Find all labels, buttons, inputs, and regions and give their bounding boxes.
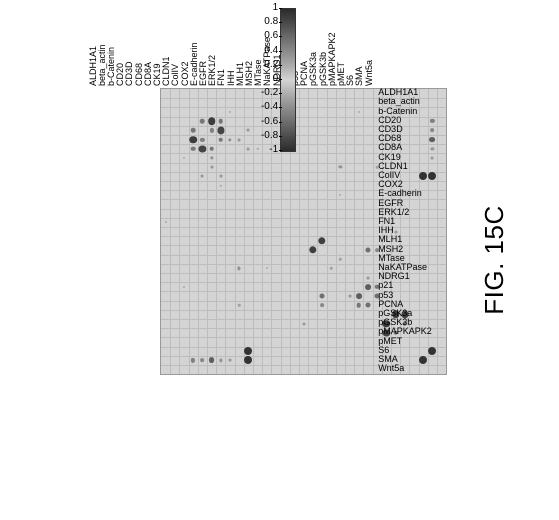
colorbar-tick: -0.8 xyxy=(261,131,278,141)
heatmap-dot xyxy=(330,267,333,270)
heatmap-dot xyxy=(247,129,250,132)
y-axis-label: pMAPKAPK2 xyxy=(378,327,432,336)
heatmap-dot xyxy=(183,157,185,159)
heatmap-dot xyxy=(229,111,231,113)
heatmap-dot xyxy=(238,267,241,270)
heatmap-dot xyxy=(209,146,214,151)
heatmap-dot xyxy=(191,358,195,362)
heatmap-dot xyxy=(309,246,316,253)
heatmap-dot xyxy=(367,276,370,279)
y-axis-label: CD8A xyxy=(378,143,402,152)
heatmap-dot xyxy=(219,359,222,362)
heatmap-dot xyxy=(320,303,324,307)
heatmap-dot xyxy=(244,356,252,364)
y-axis-label: beta_actin xyxy=(378,97,420,106)
correlation-heatmap: ALDH1A1beta_actinb-CateninCD20CD3DCD68CD… xyxy=(20,10,460,490)
heatmap-dot xyxy=(238,304,241,307)
colorbar-strip xyxy=(280,8,296,152)
colorbar-tick: 0.6 xyxy=(264,31,278,41)
heatmap-dot xyxy=(165,221,167,223)
heatmap-dot xyxy=(228,138,231,141)
heatmap-dot xyxy=(191,146,196,151)
heatmap-dot xyxy=(183,286,185,288)
heatmap-dot xyxy=(219,175,222,178)
heatmap-dot xyxy=(356,303,361,308)
y-axis-label: p21 xyxy=(378,281,393,290)
heatmap-dot xyxy=(218,119,223,124)
heatmap-dot xyxy=(218,137,223,142)
colorbar-tick: 0.2 xyxy=(264,60,278,70)
x-axis-labels: ALDH1A1beta_actinb-CateninCD20CD3DCD68CD… xyxy=(90,10,375,88)
heatmap-dot xyxy=(358,111,360,113)
heatmap-dot xyxy=(189,136,197,144)
heatmap-dot xyxy=(199,145,206,152)
colorbar: 10.80.60.40.20-0.2-0.4-0.6-0.8-1 xyxy=(280,8,296,152)
heatmap-dot xyxy=(247,147,250,150)
colorbar-tick: 0.8 xyxy=(264,17,278,27)
figure-label: FIG. 15C xyxy=(479,205,510,314)
heatmap-dot xyxy=(201,175,204,178)
heatmap-dot xyxy=(302,322,305,325)
y-axis-label: MLH1 xyxy=(378,235,402,244)
heatmap-dot xyxy=(238,138,241,141)
heatmap-dot xyxy=(191,128,196,133)
heatmap-dot xyxy=(318,237,325,244)
colorbar-tick: -0.2 xyxy=(261,88,278,98)
heatmap-dot xyxy=(201,359,205,363)
heatmap-dot xyxy=(244,347,252,355)
x-axis-label: Wnt5a xyxy=(365,60,374,86)
colorbar-tick: -0.4 xyxy=(261,102,278,112)
heatmap-dot xyxy=(356,293,362,299)
heatmap-area: ALDH1A1beta_actinb-CateninCD20CD3DCD68CD… xyxy=(20,10,460,375)
y-axis-label: E-cadherin xyxy=(378,189,422,198)
heatmap-dot xyxy=(229,359,232,362)
heatmap-dot xyxy=(266,267,268,269)
colorbar-tick: -1 xyxy=(269,145,278,155)
heatmap-dot xyxy=(217,127,224,134)
heatmap-dot xyxy=(339,166,342,169)
heatmap-dot xyxy=(319,293,324,298)
heatmap-dot xyxy=(365,284,371,290)
colorbar-tick: 0 xyxy=(273,74,279,84)
colorbar-tick: 0.4 xyxy=(264,46,278,56)
heatmap-dot xyxy=(339,258,342,261)
y-axis-label: Wnt5a xyxy=(378,364,404,373)
heatmap-dot xyxy=(200,138,204,142)
heatmap-dot xyxy=(208,117,216,125)
heatmap-dot xyxy=(348,295,351,298)
colorbar-tick: 1 xyxy=(273,3,279,13)
heatmap-dot xyxy=(210,128,214,132)
heatmap-dot xyxy=(365,303,370,308)
y-axis-labels: ALDH1A1beta_actinb-CateninCD20CD3DCD68CD… xyxy=(378,88,458,373)
heatmap-dot xyxy=(256,148,259,151)
heatmap-dot xyxy=(220,184,223,187)
heatmap-dot xyxy=(209,357,215,363)
colorbar-tick: -0.6 xyxy=(261,117,278,127)
heatmap-dot xyxy=(339,194,341,196)
heatmap-dot xyxy=(365,247,370,252)
heatmap-dot xyxy=(200,119,205,124)
heatmap-dot xyxy=(210,166,213,169)
heatmap-dot xyxy=(210,156,213,159)
